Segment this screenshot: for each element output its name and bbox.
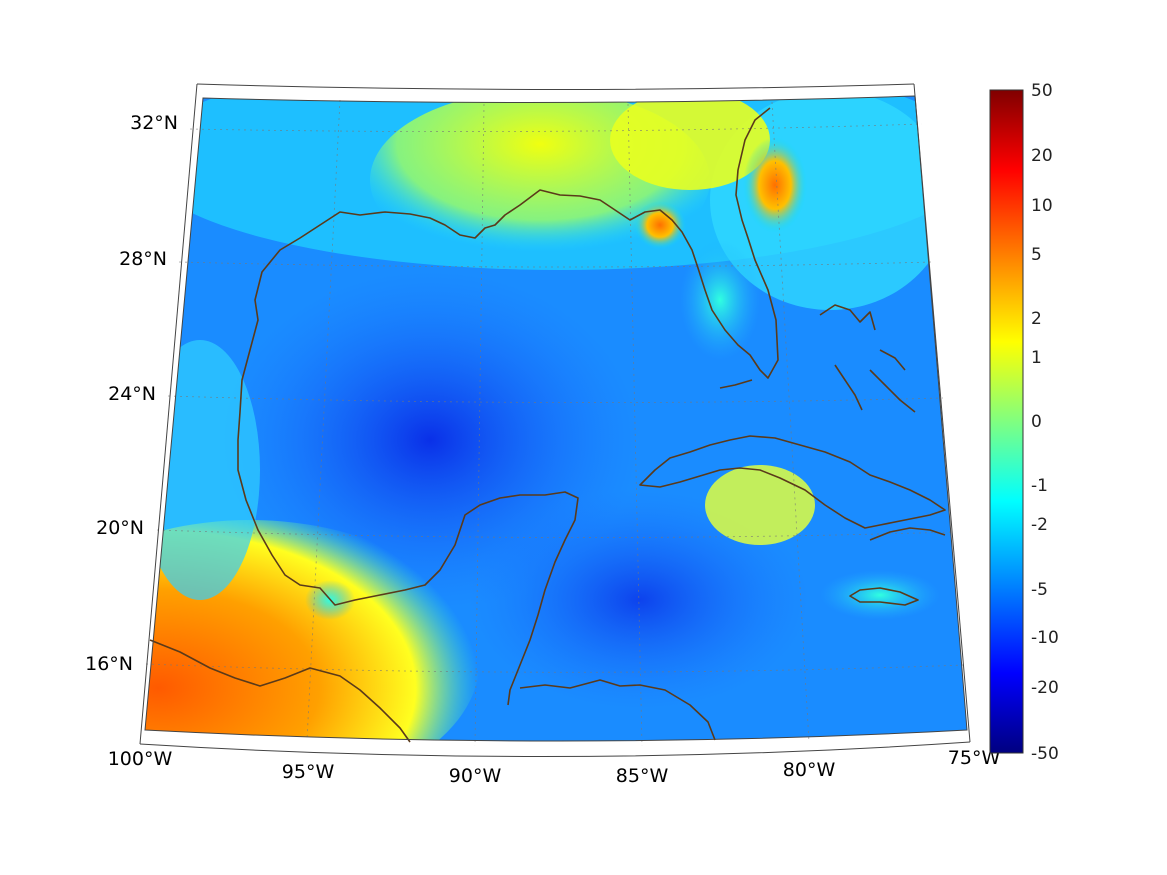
grid-lon-90: [474, 103, 485, 747]
coast-cuba: [639, 435, 946, 529]
coast-mexico-gulf: [237, 411, 579, 706]
field-caribbean-core: [470, 490, 810, 710]
colorbar-tick-label: 20: [1031, 146, 1053, 166]
coastlines: [149, 107, 946, 743]
field-carolina-hotspot: [743, 137, 807, 233]
map-frame-top-outer: [196, 83, 915, 90]
grid-lat-28: [178, 261, 933, 268]
coast-central-america: [519, 679, 716, 741]
lat-tick-label: 32°N: [130, 112, 178, 134]
field-georgia-yellow: [610, 96, 770, 190]
colorbar-tick-label: 0: [1031, 412, 1042, 432]
coast-hispaniola: [869, 527, 946, 541]
grid-lon-85: [627, 103, 643, 747]
colorbar-tick-label: -1: [1031, 476, 1048, 496]
map-frame-bottom-outer: [139, 741, 971, 758]
lon-ticks: 100°W 95°W 90°W 85°W 80°W 75°W: [108, 747, 1001, 787]
lon-tick-label: 80°W: [783, 759, 836, 781]
coast-jamaica: [849, 587, 919, 606]
colorbar-tick-label: -20: [1031, 678, 1059, 698]
lon-tick-label: 75°W: [948, 747, 1001, 769]
map-frame-left-outer: [139, 83, 198, 745]
field-mexico-warm: [145, 520, 480, 741]
coast-bahamas: [819, 304, 916, 413]
colorbar-tick-label: 50: [1031, 81, 1053, 101]
lat-tick-label: 24°N: [108, 383, 156, 405]
colorbar-gradient: [989, 89, 1024, 754]
colorbar-tick-label: 5: [1031, 245, 1042, 265]
colorbar-tick-label: 10: [1031, 196, 1053, 216]
grid-lon-95: [306, 99, 341, 741]
map-field: [145, 96, 967, 741]
field-jamaica-cyan: [820, 570, 940, 620]
grid-lat-20: [156, 529, 954, 538]
map-frame: [144, 95, 968, 742]
colorbar-tick-label: -5: [1031, 580, 1048, 600]
colorbar-tick-labels: 50 20 10 5 2 1 0 -1 -2 -5 -10 -20 -50: [1031, 81, 1059, 764]
lon-tick-label: 95°W: [282, 761, 335, 783]
lat-tick-label: 16°N: [85, 653, 133, 675]
colorbar: 50 20 10 5 2 1 0 -1 -2 -5 -10 -20 -50: [989, 81, 1059, 764]
lon-tick-label: 100°W: [108, 748, 173, 770]
graticule: [145, 99, 965, 747]
lon-tick-label: 90°W: [449, 765, 502, 787]
colorbar-tick-label: -10: [1031, 628, 1059, 648]
lon-tick-label: 85°W: [616, 765, 669, 787]
colorbar-tick-label: -2: [1031, 515, 1048, 535]
colorbar-tick-label: 1: [1031, 348, 1042, 368]
grid-lon-80: [771, 101, 810, 743]
coast-pacific-mexico: [149, 639, 411, 743]
lat-tick-label: 20°N: [96, 517, 144, 539]
lat-tick-label: 28°N: [119, 248, 167, 270]
lat-ticks: 32°N 28°N 24°N 20°N 16°N: [85, 112, 178, 675]
field-florida-cyan: [680, 240, 760, 360]
field-cuba-yellow: [705, 465, 815, 545]
map-frame-right-outer: [913, 83, 971, 743]
colorbar-tick-label: -50: [1031, 744, 1059, 764]
colorbar-tick-label: 2: [1031, 309, 1042, 329]
field-florida-hotspot: [634, 201, 686, 249]
coast-florida-keys: [719, 379, 753, 389]
coast-us-gulf: [239, 107, 779, 413]
